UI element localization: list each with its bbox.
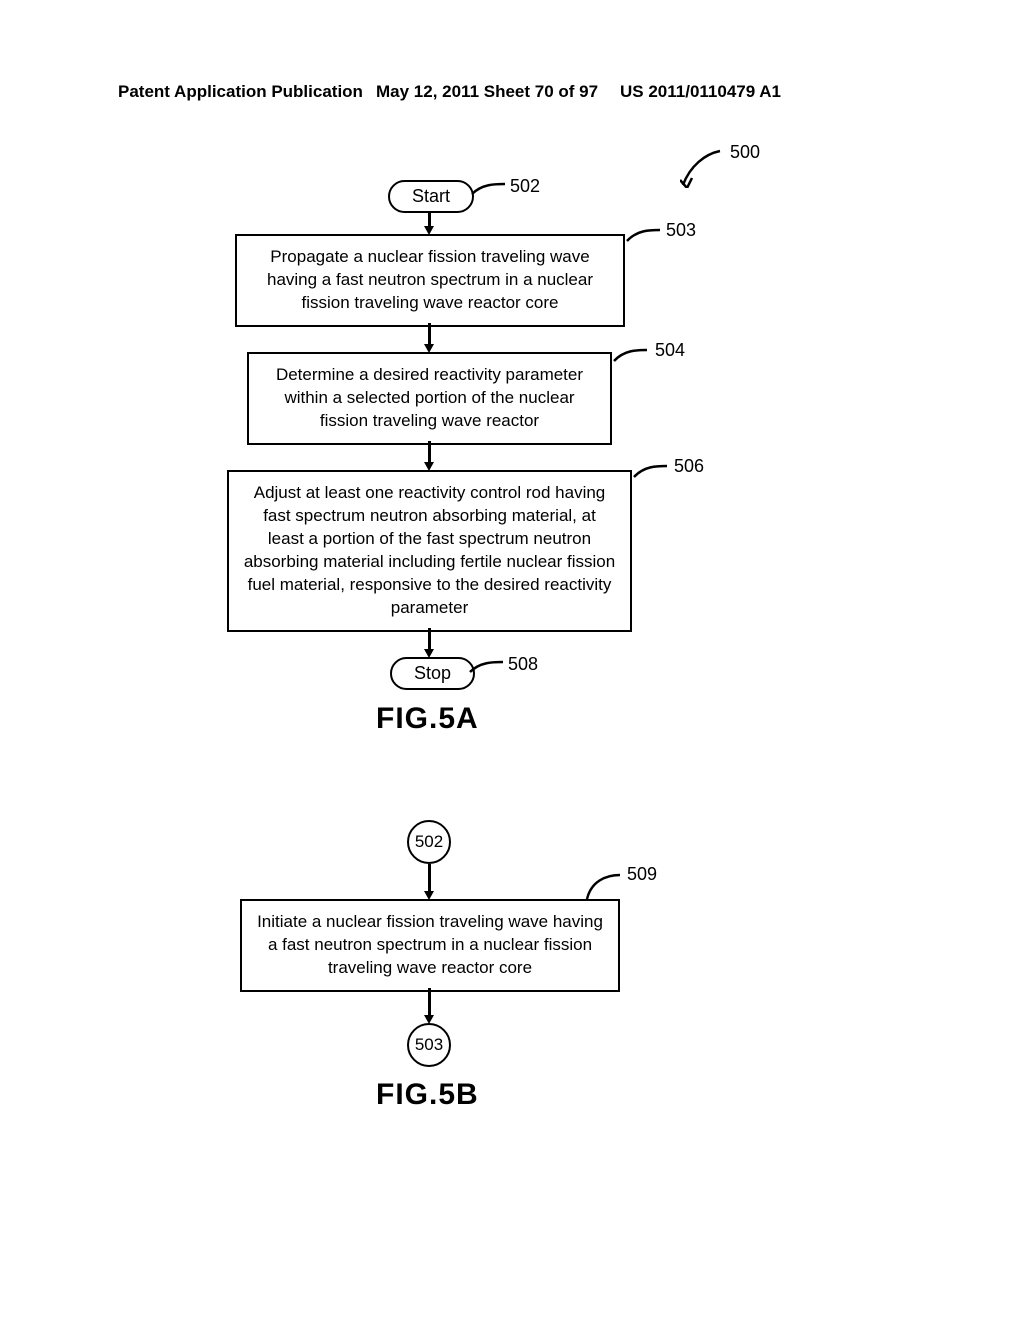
- box-506-text: Adjust at least one reactivity control r…: [244, 483, 615, 617]
- ref-500: 500: [730, 142, 760, 163]
- arrow-line: [428, 988, 431, 1018]
- ref-502: 502: [510, 176, 540, 197]
- leader-502: [470, 182, 510, 202]
- ref-506: 506: [674, 456, 704, 477]
- process-box-504: Determine a desired reactivity parameter…: [247, 352, 612, 445]
- figure-5b: 502 Initiate a nuclear fission traveling…: [0, 820, 1024, 1240]
- leader-500: [680, 148, 730, 188]
- header-right: US 2011/0110479 A1: [620, 82, 781, 102]
- leader-504: [612, 347, 652, 367]
- start-terminal: Start: [388, 180, 474, 213]
- leader-503: [625, 227, 665, 247]
- figure-label-5b: FIG.5B: [376, 1078, 479, 1112]
- process-box-506: Adjust at least one reactivity control r…: [227, 470, 632, 632]
- leader-506: [632, 463, 672, 483]
- leader-508: [468, 660, 508, 680]
- figure-label-5a: FIG.5A: [376, 702, 479, 736]
- leader-509: [585, 872, 625, 902]
- process-box-503: Propagate a nuclear fission traveling wa…: [235, 234, 625, 327]
- ref-508: 508: [508, 654, 538, 675]
- box-504-text: Determine a desired reactivity parameter…: [276, 365, 583, 430]
- box-503-text: Propagate a nuclear fission traveling wa…: [267, 247, 593, 312]
- connector-503: 503: [407, 1023, 451, 1067]
- start-label: Start: [412, 186, 450, 206]
- connector-502: 502: [407, 820, 451, 864]
- ref-509: 509: [627, 864, 657, 885]
- header-mid: May 12, 2011 Sheet 70 of 97: [376, 82, 598, 102]
- stop-label: Stop: [414, 663, 451, 683]
- figure-5a: 500 Start 502 Propagate a nuclear fissio…: [0, 140, 1024, 740]
- process-box-509: Initiate a nuclear fission traveling wav…: [240, 899, 620, 992]
- box-509-text: Initiate a nuclear fission traveling wav…: [257, 912, 603, 977]
- stop-terminal: Stop: [390, 657, 475, 690]
- arrow-line: [428, 864, 431, 894]
- ref-503: 503: [666, 220, 696, 241]
- header-left: Patent Application Publication: [118, 82, 363, 102]
- connector-503-label: 503: [415, 1035, 443, 1055]
- connector-502-label: 502: [415, 832, 443, 852]
- ref-504: 504: [655, 340, 685, 361]
